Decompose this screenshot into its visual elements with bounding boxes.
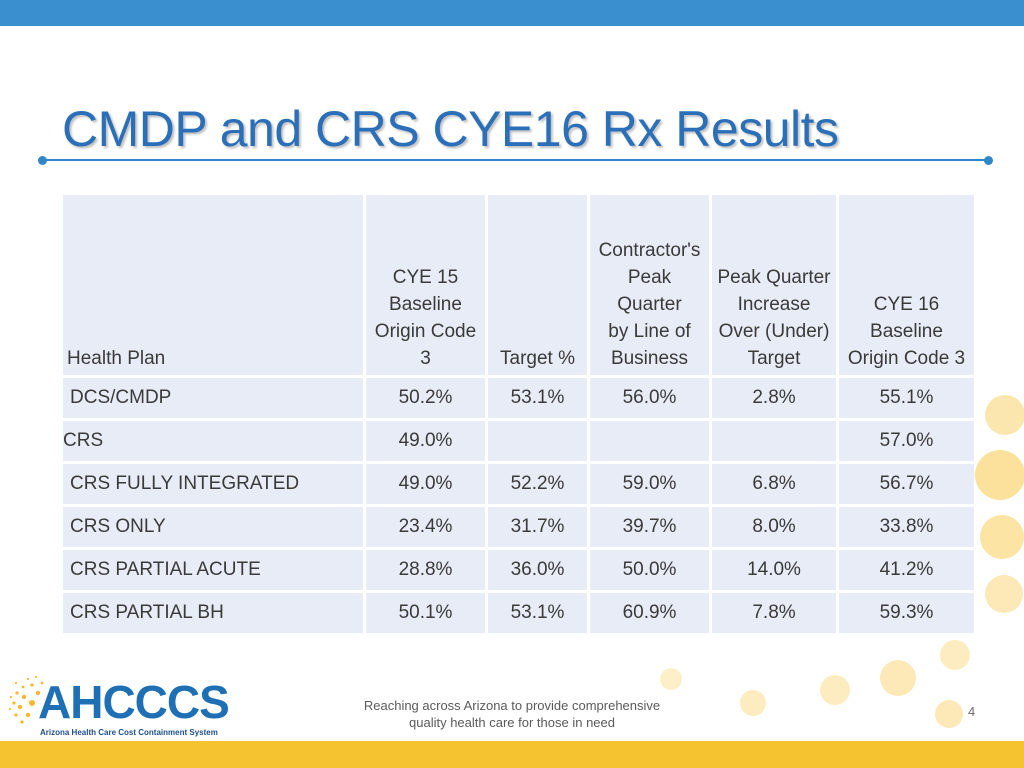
table-cell: 41.2% (839, 550, 974, 590)
table-cell: 28.8% (366, 550, 485, 590)
sunburst-icon (8, 676, 44, 724)
logo-subtitle: Arizona Health Care Cost Containment Sys… (40, 728, 218, 737)
column-header-line: Over (Under) (718, 321, 830, 342)
table-row: CRS ONLY 23.4% 31.7% 39.7% 8.0% 33.8% (63, 507, 974, 547)
column-header-line: Health Plan (67, 348, 166, 369)
results-table: Health Plan CYE 15 Baseline Origin Code 3 T… (60, 192, 977, 636)
column-header-line: by Line of (608, 321, 691, 342)
title-underline (42, 159, 988, 161)
table-row: CRS FULLY INTEGRATED 49.0% 52.2% 59.0% 6… (63, 464, 974, 504)
column-header-line: 3 (420, 348, 431, 369)
decorative-dot (660, 668, 682, 690)
table-cell: 52.2% (488, 464, 587, 504)
health-plan-cell: CRS (63, 421, 363, 461)
column-header: Peak Quarter Increase Over (Under) Target (712, 195, 836, 375)
title-underline-right-dot (984, 156, 993, 165)
health-plan-cell: DCS/CMDP (63, 378, 363, 418)
decorative-dot (975, 450, 1024, 500)
table-row: CRS PARTIAL ACUTE 28.8% 36.0% 50.0% 14.0… (63, 550, 974, 590)
table-cell: 59.0% (590, 464, 709, 504)
column-header-line: Contractor's (598, 240, 701, 261)
decorative-dot (940, 640, 970, 670)
table-row: CRS PARTIAL BH 50.1% 53.1% 60.9% 7.8% 59… (63, 593, 974, 633)
column-header-line: Origin Code 3 (847, 348, 966, 369)
table-cell: 50.2% (366, 378, 485, 418)
column-header-line: Target (747, 348, 801, 369)
slide-title: CMDP and CRS CYE16 Rx Results (62, 101, 839, 157)
table-cell: 49.0% (366, 464, 485, 504)
table-cell: 33.8% (839, 507, 974, 547)
tagline-line-2: quality health care for those in need (409, 715, 615, 730)
health-plan-cell: CRS PARTIAL ACUTE (63, 550, 363, 590)
table-cell (590, 421, 709, 461)
page-number: 4 (968, 704, 976, 719)
column-header-line: Peak Quarter (717, 267, 831, 288)
header-row: Health Plan CYE 15 Baseline Origin Code 3 T… (63, 195, 974, 375)
health-plan-cell: CRS PARTIAL BH (63, 593, 363, 633)
table-cell: 2.8% (712, 378, 836, 418)
column-header: CYE 16 Baseline Origin Code 3 (839, 195, 974, 375)
table-cell: 53.1% (488, 378, 587, 418)
table-row: DCS/CMDP 50.2% 53.1% 56.0% 2.8% 55.1% (63, 378, 974, 418)
decorative-dot (740, 690, 766, 716)
column-header: Target % (488, 195, 587, 375)
table-cell (488, 421, 587, 461)
footer-tagline: Reaching across Arizona to provide compr… (320, 697, 704, 731)
table-cell (712, 421, 836, 461)
table-cell: 6.8% (712, 464, 836, 504)
table-cell: 23.4% (366, 507, 485, 547)
column-header: Health Plan (63, 195, 363, 375)
table-cell: 57.0% (839, 421, 974, 461)
table-cell: 55.1% (839, 378, 974, 418)
health-plan-cell: CRS FULLY INTEGRATED (63, 464, 363, 504)
title-underline-left-dot (38, 156, 47, 165)
table-cell: 60.9% (590, 593, 709, 633)
column-header: CYE 15 Baseline Origin Code 3 (366, 195, 485, 375)
decorative-dot (985, 575, 1023, 613)
health-plan-cell: CRS ONLY (63, 507, 363, 547)
column-header-line: Baseline (389, 294, 462, 315)
table-cell: 50.1% (366, 593, 485, 633)
table-row: CRS 49.0% 57.0% (63, 421, 974, 461)
table-cell: 39.7% (590, 507, 709, 547)
column-header-line: Increase (737, 294, 811, 315)
table-cell: 49.0% (366, 421, 485, 461)
column-header: Contractor's Peak Quarter by Line of Busine… (590, 195, 709, 375)
ahcccs-logo: AHCCCS Arizona Health Care Cost Containm… (8, 673, 248, 743)
table-cell: 14.0% (712, 550, 836, 590)
table-cell: 53.1% (488, 593, 587, 633)
table-cell: 56.7% (839, 464, 974, 504)
table-cell: 7.8% (712, 593, 836, 633)
decorative-dot (880, 660, 916, 696)
logo-wordmark: AHCCCS (38, 676, 230, 728)
table-cell: 36.0% (488, 550, 587, 590)
column-header-line: Peak Quarter (617, 267, 682, 315)
column-header-line: Target % (500, 348, 575, 369)
decorative-dot (980, 515, 1024, 559)
column-header-line: Origin Code (374, 321, 477, 342)
tagline-line-1: Reaching across Arizona to provide compr… (363, 698, 661, 713)
table-cell: 56.0% (590, 378, 709, 418)
column-header-line: Baseline (870, 321, 943, 342)
table-cell: 31.7% (488, 507, 587, 547)
column-header-line: CYE 16 (873, 294, 940, 315)
decorative-dot (985, 395, 1024, 435)
column-header-line: Business (610, 348, 689, 369)
table-cell: 50.0% (590, 550, 709, 590)
top-accent-bar (0, 0, 1024, 26)
decorative-dot (935, 700, 963, 728)
table-cell: 8.0% (712, 507, 836, 547)
table-cell: 59.3% (839, 593, 974, 633)
footer-accent-bar (0, 741, 1024, 768)
decorative-dot (820, 675, 850, 705)
column-header-line: CYE 15 (392, 267, 459, 288)
